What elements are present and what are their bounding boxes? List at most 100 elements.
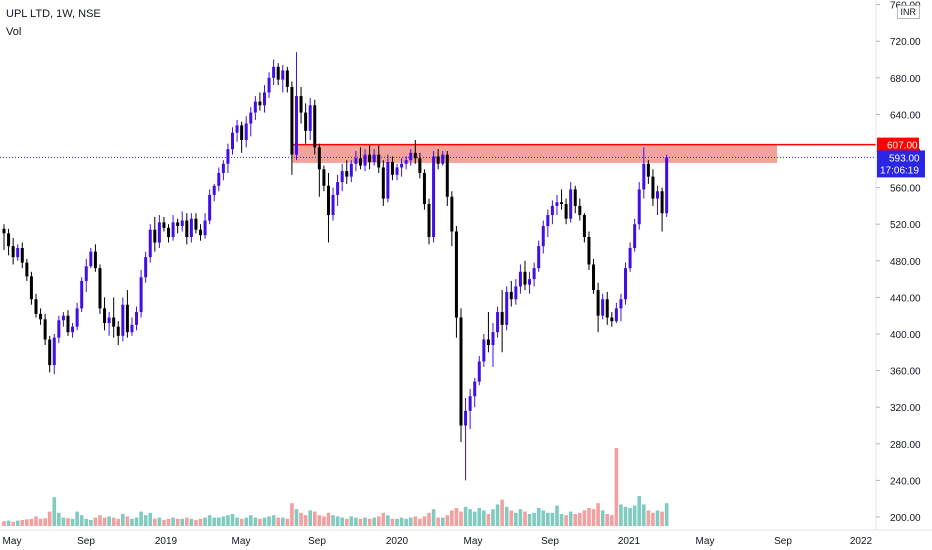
volume-bar (143, 515, 148, 526)
volume-bar (395, 518, 399, 526)
volume-bar (482, 510, 486, 526)
candle-body (231, 132, 234, 150)
price-tick-label: 480.00 (890, 257, 921, 268)
candle (660, 187, 664, 232)
candle (390, 156, 394, 181)
volume-bar (660, 511, 664, 526)
candle (582, 213, 586, 243)
candle-body (75, 308, 79, 327)
candle (326, 172, 330, 243)
candle (93, 244, 97, 272)
candle-body (112, 317, 116, 327)
time-tick-label: 2019 (155, 536, 178, 547)
candle-body (665, 157, 669, 214)
candle-body (537, 246, 541, 269)
time-tick-label: May (464, 536, 483, 547)
candle (98, 264, 102, 314)
candle (103, 297, 107, 331)
candle-body (125, 304, 129, 333)
candle (304, 103, 308, 144)
candle-body (633, 224, 637, 248)
candle (619, 293, 623, 322)
candle (569, 182, 573, 223)
candle-body (157, 222, 161, 243)
volume-bar (61, 517, 66, 526)
volume-bar (450, 510, 454, 526)
candle-body (285, 70, 289, 87)
candle (221, 160, 225, 181)
candle-body (121, 304, 125, 336)
candle-body (619, 299, 623, 309)
last-price-box (877, 150, 925, 178)
candle-body (345, 171, 349, 177)
candle (34, 293, 38, 318)
candle-body (208, 194, 212, 221)
candle-body (71, 326, 75, 333)
candle-body (395, 167, 399, 175)
candle (592, 258, 596, 294)
volume-bar (171, 517, 175, 526)
candle (57, 315, 61, 344)
volume-bar (57, 512, 61, 526)
candle-body (601, 299, 605, 316)
volume-bar (271, 515, 276, 526)
candle (372, 149, 376, 166)
volume-bar (514, 512, 518, 526)
candle-body (509, 291, 513, 300)
candle-body (560, 202, 564, 205)
candle-body (528, 279, 532, 285)
volume-bar (248, 515, 253, 526)
candle-body (249, 112, 253, 124)
candle-body (308, 105, 312, 131)
candle (422, 169, 426, 210)
candle-body (144, 257, 148, 278)
candle-body (413, 152, 417, 159)
volume-bar (454, 508, 459, 526)
candle (231, 127, 234, 155)
candle (532, 262, 536, 287)
volume-bar (175, 518, 180, 526)
candlesticks (2, 52, 669, 481)
candle-body (48, 339, 52, 366)
candle (427, 198, 431, 245)
time-tick-label: May (3, 536, 22, 547)
volume-bar (349, 516, 354, 526)
candle-body (52, 337, 56, 366)
candle-body (194, 218, 198, 230)
volume-bar (303, 515, 308, 526)
candle-body (454, 231, 458, 318)
candle-body (404, 160, 408, 164)
volume-bar (2, 521, 6, 526)
time-axis[interactable]: May Sep 2019 May Sep 2020 May Sep 2021 May Sep 2022 (3, 536, 873, 547)
candle (368, 145, 372, 170)
time-tick-label: 2020 (386, 536, 409, 547)
candle (308, 97, 312, 141)
candle (441, 151, 445, 166)
candle-body (555, 202, 559, 206)
volume-indicator-label[interactable]: Vol (6, 26, 22, 38)
price-axis[interactable]: 200.00 240.00 280.00 320.00 360.00 400.00 440.… (876, 1, 921, 524)
candle-body (564, 204, 568, 219)
volume-bar (253, 517, 258, 526)
candle (537, 240, 541, 272)
candle-body (199, 229, 203, 236)
candle-body (578, 205, 582, 216)
candle (107, 312, 111, 336)
candle-body (646, 163, 650, 177)
candle-body (496, 312, 500, 333)
volume-bar (38, 518, 43, 526)
candle (313, 99, 317, 155)
volume-bar (495, 504, 500, 526)
volume-bar (29, 518, 34, 526)
volume-bar (591, 509, 596, 526)
candle (578, 198, 582, 221)
candle-body (546, 215, 550, 227)
bar-countdown-label: 17:06:19 (880, 165, 919, 176)
candle (637, 182, 641, 230)
candle-body (349, 163, 353, 177)
volume-bar (491, 509, 495, 526)
price-tick-label: 280.00 (890, 440, 921, 451)
candle-body (418, 158, 422, 173)
candle-body (93, 251, 97, 269)
